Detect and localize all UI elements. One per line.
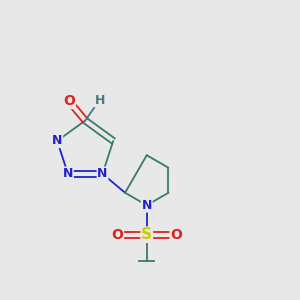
Text: N: N [97, 167, 108, 180]
Text: O: O [63, 94, 75, 108]
Text: N: N [142, 199, 152, 212]
Text: N: N [52, 134, 62, 147]
Text: O: O [111, 228, 123, 242]
Text: O: O [170, 228, 182, 242]
Text: N: N [63, 167, 73, 180]
Text: H: H [94, 94, 105, 106]
Text: S: S [141, 227, 152, 242]
